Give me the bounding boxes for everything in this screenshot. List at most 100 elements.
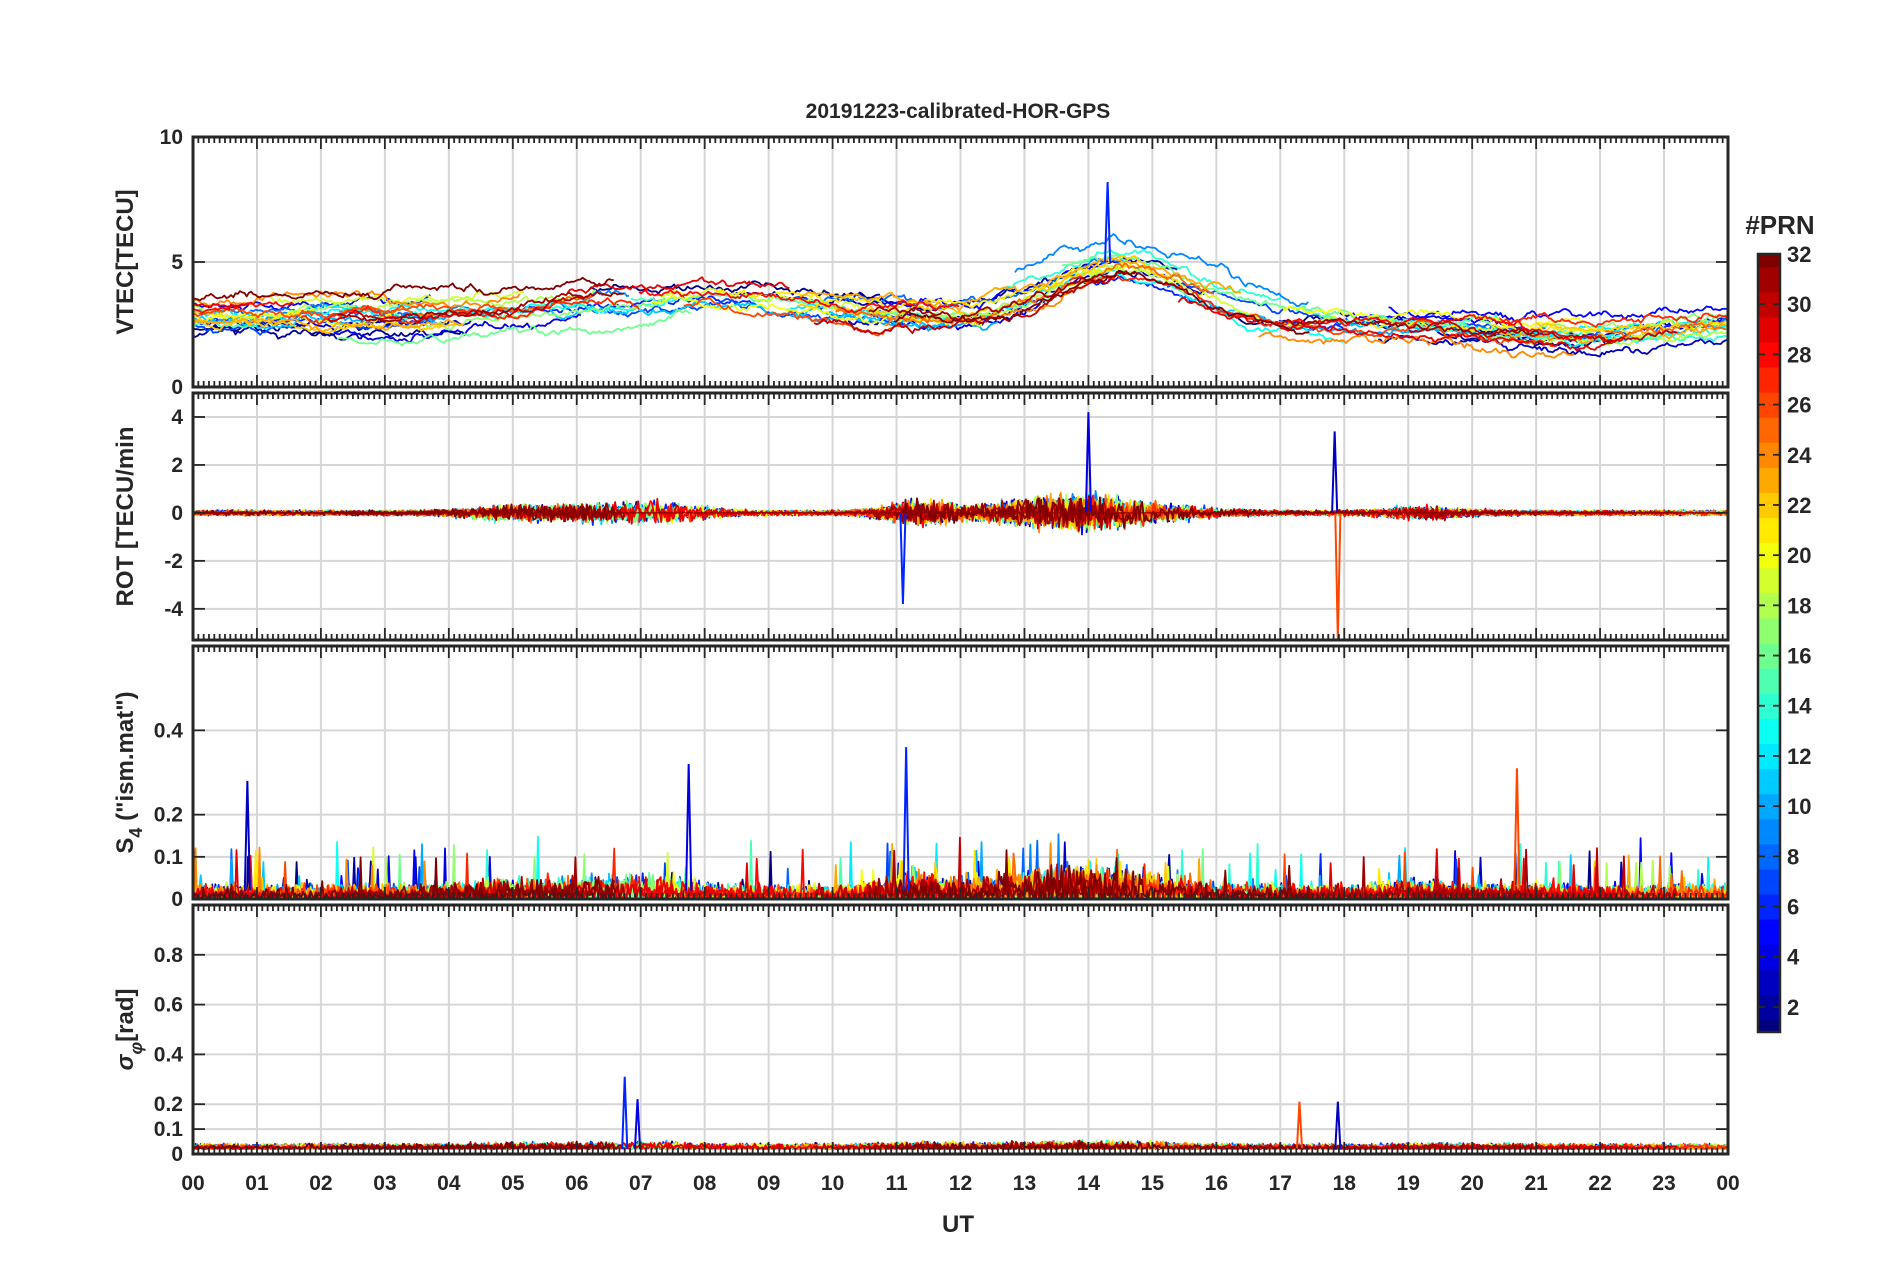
vtec-series-prn-29 <box>1177 296 1613 352</box>
colorbar-swatch-11 <box>1758 768 1780 795</box>
sigma-y-axis-label: σφ[rad] <box>112 989 146 1071</box>
colorbar-swatch-8 <box>1758 843 1780 870</box>
colorbar-swatch-13 <box>1758 718 1780 744</box>
colorbar-tick-label: 30 <box>1787 292 1811 317</box>
colorbar-tick-label: 20 <box>1787 543 1811 568</box>
vtec-series-prn-32 <box>193 276 614 302</box>
vtec-series-prn-30 <box>813 276 1113 335</box>
colorbar-swatch-10 <box>1758 793 1780 820</box>
x-tick-label: 02 <box>309 1172 332 1195</box>
x-tick-label: 01 <box>245 1172 269 1195</box>
x-tick-label: 11 <box>885 1172 908 1195</box>
colorbar-tick-label: 8 <box>1787 844 1799 869</box>
colorbar-swatch-14 <box>1758 693 1780 719</box>
rot-y-tick-label: -2 <box>164 550 183 573</box>
colorbar-swatch-27 <box>1758 366 1780 393</box>
sigma-grid <box>193 905 1728 1154</box>
colorbar-swatch-2 <box>1758 994 1780 1021</box>
colorbar-swatch-12 <box>1758 743 1780 770</box>
panel-vtec: 0 5 10 VTEC[TECU] <box>112 126 1730 399</box>
colorbar-tick-label: 10 <box>1787 794 1811 819</box>
vtec-series-prn-31 <box>337 290 625 323</box>
colorbar-swatch-31 <box>1758 266 1780 293</box>
colorbar-swatch-28 <box>1758 341 1780 368</box>
sigma-y-tick-label: 0 <box>171 1143 183 1166</box>
vtec-y-tick-label: 10 <box>160 126 183 149</box>
rot-series-prn-30 <box>813 498 1114 532</box>
x-tick-label: 05 <box>501 1172 525 1195</box>
colorbar-swatch-16 <box>1758 643 1780 669</box>
colorbar-swatch-4 <box>1758 944 1780 970</box>
vtec-series-prn-29 <box>193 302 250 309</box>
sigma-y-tick-label: 0.4 <box>154 1043 184 1066</box>
sigma-peak-0 <box>621 1076 629 1150</box>
vtec-y-tick-label: 5 <box>171 251 183 274</box>
x-tick-label: 10 <box>821 1172 844 1195</box>
colorbar-swatch-15 <box>1758 668 1780 694</box>
colorbar-swatch-7 <box>1758 868 1780 895</box>
s4-y-tick-label: 0.4 <box>154 719 184 742</box>
colorbar-tick-label: 14 <box>1787 694 1812 719</box>
x-tick-label: 12 <box>949 1172 972 1195</box>
sigma-y-tick-label: 0.2 <box>154 1093 183 1116</box>
sigma-y-tick-label: 0.6 <box>154 994 183 1017</box>
colorbar-tick-label: 12 <box>1787 744 1811 769</box>
vtec-series-prn-3 <box>1378 334 1728 358</box>
vtec-series <box>193 181 1728 359</box>
rot-peak-1 <box>1084 412 1092 513</box>
x-tick-label: 20 <box>1460 1172 1483 1195</box>
vtec-series-prn-11 <box>193 312 350 330</box>
sigma-peak-3 <box>1334 1101 1342 1150</box>
vtec-series-prn-5 <box>839 259 1110 310</box>
colorbar-tick-label: 22 <box>1787 493 1811 518</box>
s4-peak-1 <box>685 764 693 891</box>
s4-x-ticks <box>192 646 1729 899</box>
sigma-y-tick-label: 0.8 <box>154 944 184 967</box>
vtec-series-prn-14 <box>379 298 593 321</box>
sigma-peak-1 <box>633 1099 642 1150</box>
colorbar-swatch-20 <box>1758 542 1780 569</box>
x-tick-label: 09 <box>757 1172 780 1195</box>
colorbar-tick-label: 4 <box>1787 945 1800 970</box>
colorbar-swatch-32 <box>1758 254 1780 268</box>
vtec-series-prn-21 <box>1357 319 1644 338</box>
sigma-peak-2 <box>1295 1101 1304 1150</box>
colorbar-swatch-6 <box>1758 893 1780 920</box>
sigma-y-tick-label: 0.1 <box>154 1118 184 1141</box>
vtec-series-prn-15 <box>1295 306 1501 328</box>
x-tick-label: 19 <box>1397 1172 1420 1195</box>
x-tick-label: 17 <box>1269 1172 1292 1195</box>
rot-peak-0 <box>899 512 907 605</box>
x-tick-label: 04 <box>437 1172 461 1195</box>
vtec-series-prn-12 <box>193 304 375 322</box>
vtec-series-prn-19 <box>659 288 883 314</box>
colorbar-swatch-1 <box>1758 1019 1780 1033</box>
rot-y-axis-label: ROT [TECU/min <box>112 427 139 607</box>
x-tick-label: 21 <box>1524 1172 1548 1195</box>
sigma-series-prn-32 <box>894 1139 1311 1150</box>
colorbar-swatch-19 <box>1758 567 1780 594</box>
x-tick-label: 23 <box>1652 1172 1675 1195</box>
colorbar-swatch-5 <box>1758 919 1780 945</box>
vtec-series-prn-28 <box>638 289 960 314</box>
x-tick-label: 07 <box>629 1172 652 1195</box>
vtec-series-prn-11 <box>549 300 950 330</box>
colorbar-swatch-29 <box>1758 316 1780 343</box>
colorbar-tick-label: 32 <box>1787 242 1811 267</box>
sigma-x-ticks <box>192 905 1729 1154</box>
colorbar-tick-label: 28 <box>1787 342 1811 367</box>
rot-series <box>193 412 1728 640</box>
x-tick-label: 00 <box>1716 1172 1739 1195</box>
vtec-series-prn-6 <box>520 294 755 314</box>
vtec-series-prn-23 <box>193 317 465 334</box>
s4-y-tick-label: 0 <box>171 888 183 911</box>
colorbar-tick-label: 2 <box>1787 995 1799 1020</box>
rot-y-tick-label: 2 <box>171 454 183 477</box>
colorbar-frame <box>1756 252 1782 1034</box>
x-tick-label: 00 <box>181 1172 204 1195</box>
vtec-series-prn-30 <box>327 295 588 324</box>
vtec-series-prn-9 <box>1014 233 1309 308</box>
colorbar-swatch-21 <box>1758 517 1780 544</box>
colorbar-tick-label: 24 <box>1787 443 1812 468</box>
